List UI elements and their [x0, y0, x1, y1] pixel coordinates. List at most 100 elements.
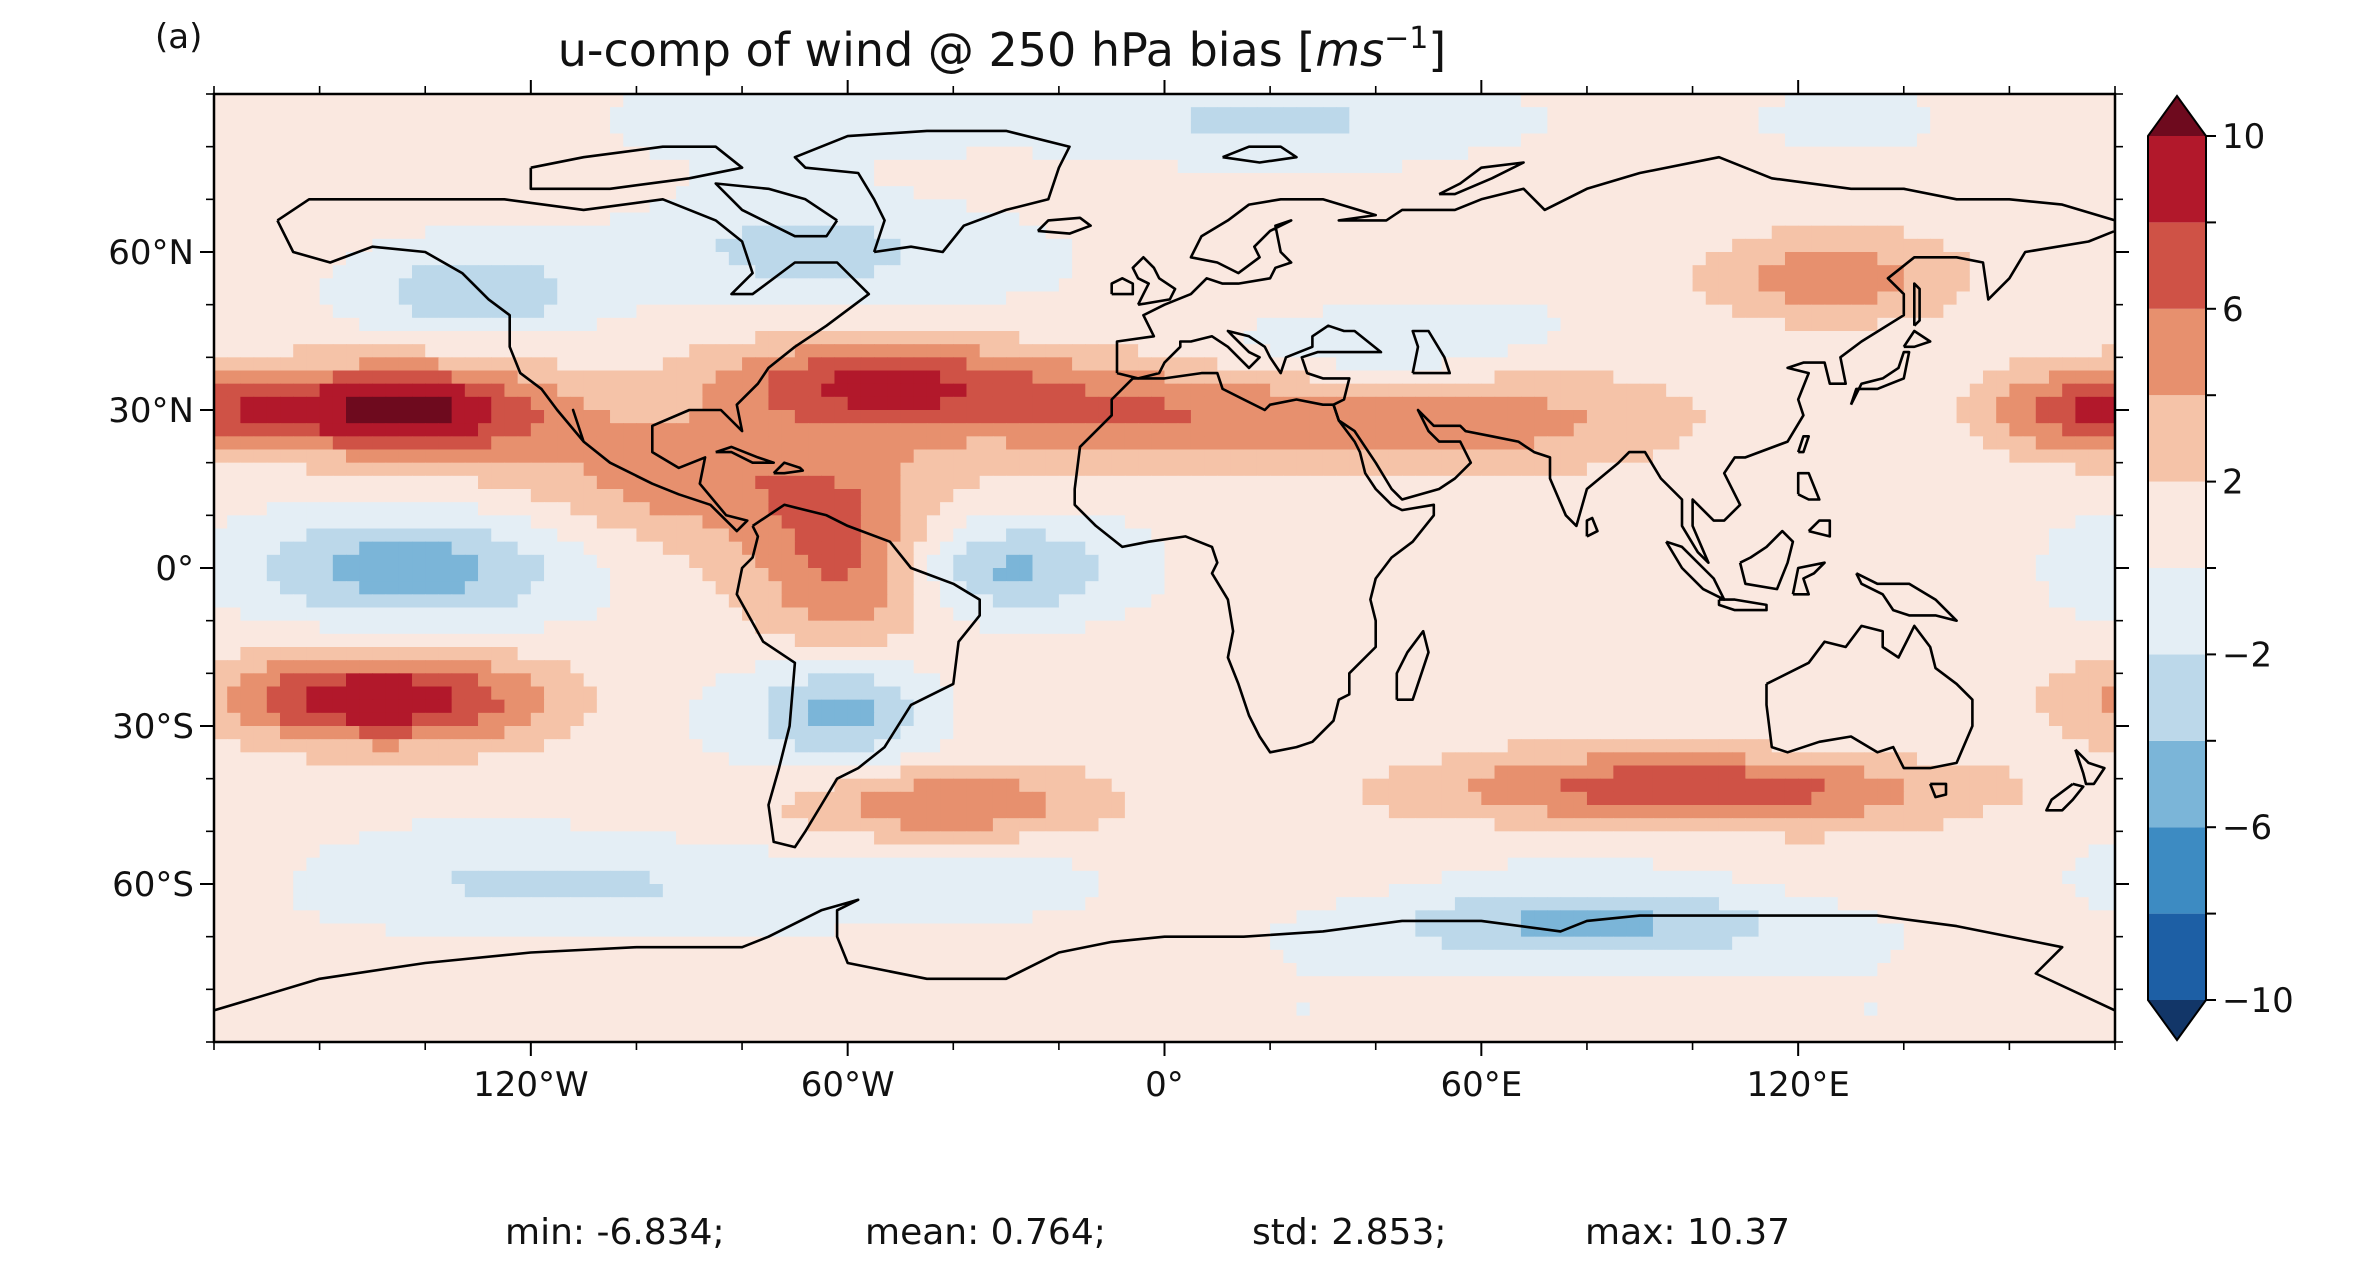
heatmap-cell	[742, 528, 756, 543]
heatmap-cell	[966, 159, 981, 174]
heatmap-cell	[1996, 357, 2010, 372]
heatmap-cell	[742, 410, 756, 424]
heatmap-cell	[1322, 410, 1337, 424]
heatmap-cell	[1903, 396, 1918, 411]
heatmap-cell	[992, 278, 1007, 293]
heatmap-cell	[1639, 331, 1654, 345]
heatmap-cell	[649, 331, 664, 345]
heatmap-cell	[728, 173, 743, 187]
heatmap-cell	[1375, 291, 1390, 306]
heatmap-cell	[504, 159, 519, 174]
heatmap-cell	[1006, 344, 1020, 358]
heatmap-cell	[544, 265, 558, 279]
heatmap-cell	[412, 528, 426, 543]
heatmap-cell	[1058, 541, 1073, 556]
heatmap-cell	[412, 344, 426, 358]
heatmap-cell	[821, 120, 836, 135]
heatmap-cell	[1481, 515, 1496, 530]
heatmap-cell	[610, 291, 624, 306]
heatmap-cell	[1336, 357, 1350, 372]
heatmap-cell	[1441, 383, 1456, 398]
heatmap-cell	[583, 133, 598, 148]
heatmap-cell	[781, 94, 796, 108]
heatmap-cell	[1864, 146, 1878, 161]
heatmap-cell	[860, 436, 875, 451]
heatmap-cell	[478, 541, 492, 556]
heatmap-cell	[1072, 291, 1086, 306]
heatmap-cell	[808, 423, 822, 437]
heatmap-cell	[1098, 212, 1113, 227]
heatmap-cell	[1494, 370, 1509, 385]
heatmap-cell	[464, 331, 479, 345]
heatmap-cell	[1626, 515, 1641, 530]
heatmap-cell	[1507, 475, 1522, 490]
heatmap-cell	[1890, 278, 1905, 293]
heatmap-cell	[214, 528, 228, 543]
heatmap-cell	[1402, 173, 1416, 187]
heatmap-cell	[1969, 396, 1984, 411]
heatmap-cell	[2075, 212, 2090, 227]
heatmap-cell	[966, 423, 981, 437]
heatmap-cell	[979, 238, 994, 253]
heatmap-cell	[1732, 278, 1746, 293]
heatmap-cell	[913, 515, 928, 530]
heatmap-cell	[1138, 383, 1152, 398]
heatmap-cell	[1336, 528, 1350, 543]
heatmap-cell	[1916, 410, 1931, 424]
chart-title-unit-exponent: −1	[1384, 21, 1428, 56]
heatmap-cell	[266, 199, 281, 214]
heatmap-cell	[1270, 383, 1284, 398]
heatmap-cell	[781, 370, 796, 385]
heatmap-cell	[874, 383, 888, 398]
heatmap-cell	[240, 515, 255, 530]
heatmap-cell	[1204, 304, 1218, 319]
heatmap-cell	[953, 396, 968, 411]
heatmap-cell	[649, 502, 664, 516]
heatmap-cell	[1032, 462, 1047, 477]
heatmap-cell	[1732, 317, 1746, 332]
heatmap-cell	[1494, 515, 1509, 530]
heatmap-cell	[966, 436, 981, 451]
heatmap-cell	[1771, 423, 1786, 437]
heatmap-cell	[1085, 502, 1100, 516]
heatmap-cell	[1745, 265, 1760, 279]
heatmap-cell	[359, 159, 374, 174]
heatmap-cell	[1177, 541, 1192, 556]
heatmap-cell	[1930, 94, 1944, 108]
heatmap-cell	[280, 515, 294, 530]
heatmap-cell	[610, 133, 624, 148]
heatmap-cell	[1349, 304, 1364, 319]
heatmap-cell	[1243, 146, 1258, 161]
heatmap-cell	[728, 199, 743, 214]
heatmap-cell	[1996, 173, 2010, 187]
heatmap-cell	[1771, 344, 1786, 358]
heatmap-cell	[266, 94, 281, 108]
heatmap-cell	[1494, 462, 1509, 477]
heatmap-cell	[1045, 396, 1060, 411]
heatmap-cell	[319, 278, 334, 293]
heatmap-cell	[1072, 199, 1086, 214]
heatmap-cell	[530, 265, 545, 279]
heatmap-cell	[1943, 133, 1958, 148]
heatmap-cell	[1956, 462, 1971, 477]
heatmap-cell	[1560, 370, 1575, 385]
heatmap-cell	[491, 541, 506, 556]
heatmap-cell	[1982, 159, 1997, 174]
heatmap-cell	[1468, 489, 1482, 503]
heatmap-cell	[1850, 173, 1865, 187]
heatmap-cell	[1322, 146, 1337, 161]
heatmap-cell	[1322, 186, 1337, 200]
heatmap-cell	[794, 291, 809, 306]
heatmap-cell	[860, 107, 875, 121]
heatmap-cell	[953, 475, 968, 490]
heatmap-cell	[464, 199, 479, 214]
heatmap-cell	[1745, 410, 1760, 424]
heatmap-cell	[280, 344, 294, 358]
heatmap-cell	[306, 475, 321, 490]
heatmap-cell	[1336, 107, 1350, 121]
heatmap-cell	[1072, 344, 1086, 358]
heatmap-cell	[544, 462, 558, 477]
heatmap-cell	[266, 173, 281, 187]
heatmap-cell	[1349, 291, 1364, 306]
heatmap-cell	[398, 436, 413, 451]
